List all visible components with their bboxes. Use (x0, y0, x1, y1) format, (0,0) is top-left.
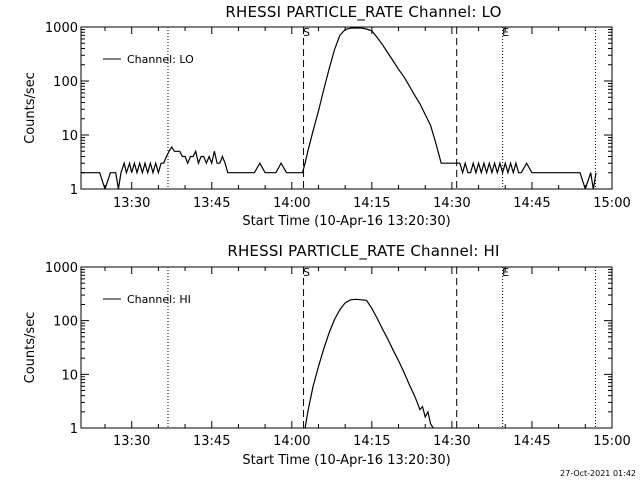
series-line (304, 298, 434, 428)
x-tick-label: 13:30 (113, 434, 150, 449)
x-tick-label: 14:45 (513, 434, 550, 449)
y-axis-label: Counts/sec (23, 312, 38, 384)
x-tick-label: 15:00 (593, 434, 630, 449)
y-tick-label: 10 (61, 368, 78, 383)
x-tick-label: 14:00 (273, 434, 310, 449)
y-tick-label: 1 (70, 183, 78, 198)
y-tick-label: 1000 (45, 21, 78, 36)
footer-timestamp: 27-Oct-2021 01:42 (560, 469, 636, 478)
marker-label: E (502, 26, 509, 39)
x-tick-label: 15:00 (593, 196, 630, 211)
y-tick-label: 1 (70, 422, 78, 437)
chart-title: RHESSI PARTICLE_RATE Channel: HI (227, 242, 499, 261)
legend-label: Channel: HI (127, 293, 191, 306)
y-tick-label: 10 (61, 129, 78, 144)
marker-label: S (303, 26, 310, 39)
x-tick-label: 14:15 (353, 434, 390, 449)
marker-label: S (303, 266, 310, 279)
x-tick-label: 14:30 (433, 196, 470, 211)
x-tick-label: 14:15 (353, 196, 390, 211)
legend-label: Channel: LO (127, 53, 194, 66)
plot-frame (80, 26, 613, 190)
chart-title: RHESSI PARTICLE_RATE Channel: LO (225, 3, 501, 22)
x-tick-label: 13:30 (113, 196, 150, 211)
series-line (81, 27, 597, 189)
chart-panel-hi: RHESSI PARTICLE_RATE Channel: HI 13:30 13:… (23, 242, 631, 468)
x-tick-label: 13:45 (193, 196, 230, 211)
chart-panel-lo: RHESSI PARTICLE_RATE Channel: LO 13:30 13:… (23, 3, 631, 229)
plot-frame (80, 266, 613, 429)
y-tick-label: 100 (53, 75, 78, 90)
y-tick-label: 1000 (45, 261, 78, 276)
x-tick-label: 13:45 (193, 434, 230, 449)
x-tick-label: 14:30 (433, 434, 470, 449)
x-axis-label: Start Time (10-Apr-16 13:20:30) (242, 214, 450, 229)
x-tick-label: 14:45 (513, 196, 550, 211)
x-axis-label: Start Time (10-Apr-16 13:20:30) (242, 453, 450, 468)
x-tick-label: 14:00 (273, 196, 310, 211)
marker-label: E (502, 266, 509, 279)
y-axis-label: Counts/sec (23, 72, 38, 144)
y-tick-label: 100 (53, 315, 78, 330)
